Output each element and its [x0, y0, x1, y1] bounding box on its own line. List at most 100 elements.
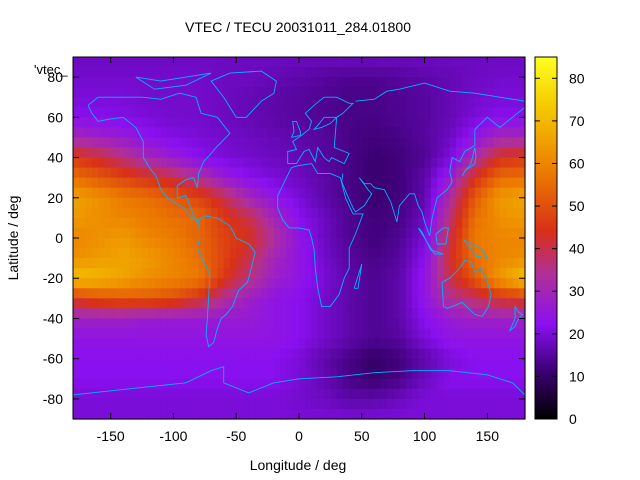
heatmap-cell [299, 258, 306, 269]
heatmap-cell [217, 338, 225, 350]
heatmap-cell [85, 217, 93, 229]
heatmap-cell [455, 187, 463, 199]
heatmap-cell [110, 57, 118, 68]
heatmap-cell [361, 187, 369, 199]
heatmap-cell [430, 318, 438, 330]
heatmap-cell [399, 57, 407, 68]
heatmap-cell [179, 187, 187, 199]
heatmap-cell [349, 217, 357, 229]
heatmap-cell [336, 217, 344, 229]
heatmap-cell [317, 97, 325, 108]
heatmap-cell [248, 388, 256, 400]
heatmap-cell [311, 288, 319, 299]
heatmap-cell [273, 238, 281, 249]
heatmap-cell [374, 97, 382, 108]
heatmap-cell [368, 207, 375, 219]
heatmap-cell [468, 408, 476, 420]
heatmap-cell [518, 348, 526, 360]
heatmap-cell [292, 308, 300, 320]
heatmap-cell [361, 288, 369, 299]
heatmap-cell [236, 137, 244, 149]
heatmap-cell [104, 77, 112, 88]
heatmap-cell [349, 107, 357, 118]
heatmap-cell [380, 358, 388, 370]
heatmap-cell [374, 368, 382, 380]
heatmap-cell [462, 368, 470, 380]
heatmap-cell [305, 378, 313, 390]
heatmap-cell [198, 348, 206, 360]
heatmap-cell [160, 137, 168, 149]
heatmap-cell [142, 227, 149, 239]
heatmap-cell [292, 348, 300, 360]
heatmap-cell [211, 408, 218, 420]
heatmap-cell [299, 268, 306, 279]
heatmap-cell [79, 147, 87, 159]
x-axis-ticks: -150 -100 -50 0 50 100 150 [97, 57, 499, 444]
heatmap-cell [73, 308, 80, 320]
heatmap-cell [98, 318, 105, 330]
heatmap-cell [355, 248, 363, 259]
heatmap-cell [267, 358, 275, 370]
heatmap-cell [142, 147, 149, 159]
heatmap-cell [311, 107, 319, 118]
heatmap-cell [405, 217, 413, 229]
heatmap-cell [267, 207, 275, 219]
heatmap-cell [299, 177, 306, 189]
heatmap-cell [261, 57, 269, 68]
heatmap-cell [317, 177, 325, 189]
heatmap-cell [405, 278, 413, 289]
heatmap-cell [474, 348, 482, 360]
heatmap-cell [179, 258, 187, 269]
heatmap-cell [418, 348, 426, 360]
heatmap-cell [368, 348, 375, 360]
heatmap-cell [261, 87, 269, 98]
heatmap-cell [405, 157, 413, 169]
heatmap-cell [242, 238, 250, 249]
heatmap-cell [418, 238, 426, 249]
heatmap-cells [73, 57, 526, 420]
heatmap-cell [487, 77, 495, 88]
heatmap-cell [418, 258, 426, 269]
heatmap-cell [324, 147, 331, 159]
heatmap-cell [192, 238, 200, 249]
heatmap-cell [186, 177, 193, 189]
heatmap-cell [73, 358, 80, 370]
heatmap-cell [261, 248, 269, 259]
heatmap-cell [324, 197, 331, 209]
heatmap-cell [499, 207, 507, 219]
heatmap-cell [273, 87, 281, 98]
heatmap-cell [405, 238, 413, 249]
heatmap-cell [317, 368, 325, 380]
heatmap-cell [255, 298, 262, 309]
heatmap-cell [481, 97, 488, 108]
heatmap-cell [104, 248, 112, 259]
heatmap-cell [393, 187, 401, 199]
heatmap-cell [267, 248, 275, 259]
heatmap-cell [280, 348, 288, 360]
heatmap-cell [160, 97, 168, 108]
heatmap-cell [91, 318, 99, 330]
heatmap-cell [223, 187, 231, 199]
heatmap-cell [317, 318, 325, 330]
heatmap-cell [135, 358, 143, 370]
heatmap-cell [154, 378, 162, 390]
heatmap-cell [399, 147, 407, 159]
heatmap-cell [368, 328, 375, 340]
heatmap-cell [91, 348, 99, 360]
heatmap-cell [317, 268, 325, 279]
heatmap-cell [148, 177, 156, 189]
heatmap-cell [468, 227, 476, 239]
heatmap-cell [449, 97, 457, 108]
heatmap-cell [330, 117, 338, 128]
heatmap-cell [267, 97, 275, 108]
heatmap-cell [173, 298, 181, 309]
heatmap-cell [98, 57, 105, 68]
heatmap-cell [91, 77, 99, 88]
heatmap-cell [412, 217, 419, 229]
heatmap-cell [355, 147, 363, 159]
heatmap-cell [179, 77, 187, 88]
heatmap-cell [474, 378, 482, 390]
heatmap-cell [330, 258, 338, 269]
heatmap-cell [405, 207, 413, 219]
heatmap-cell [242, 177, 250, 189]
